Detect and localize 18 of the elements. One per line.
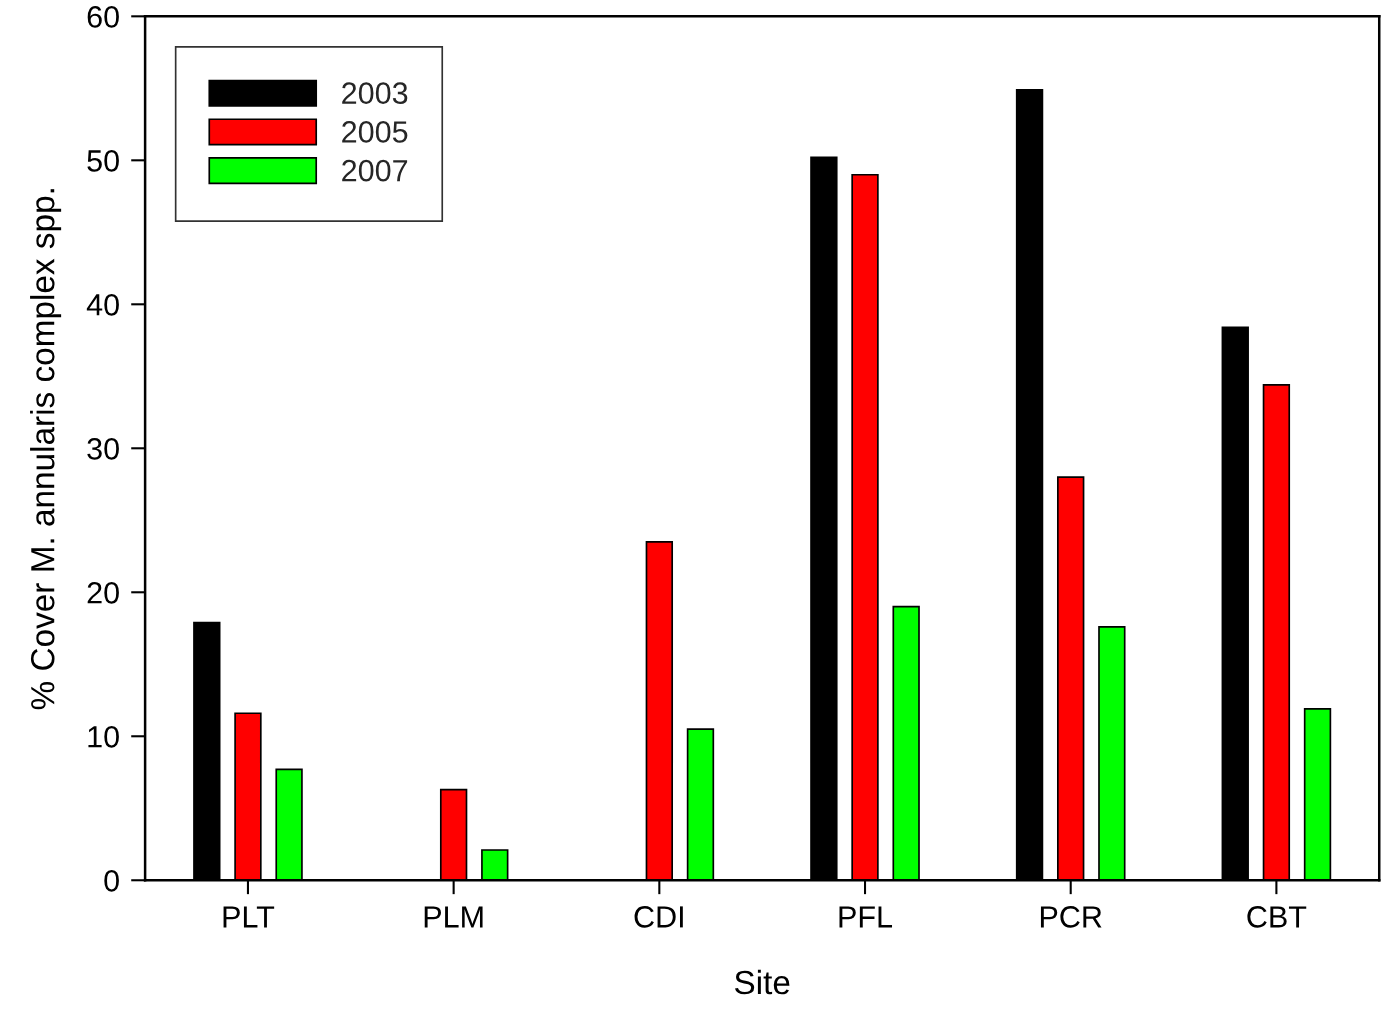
x-tick-label: PLT [223, 906, 275, 928]
legend-label: 2003 [342, 82, 408, 105]
y-tick-label: 50 [87, 150, 119, 172]
y-tick-label: 60 [87, 6, 119, 28]
y-tick-label: 30 [87, 438, 119, 460]
y-tick-label: 20 [87, 582, 119, 604]
legend-label: 2007 [342, 159, 408, 182]
legend-label: 2005 [342, 121, 408, 143]
y-tick-label: 10 [88, 726, 119, 748]
y-tick-label: 0 [104, 870, 119, 892]
x-tick-label: CBT [1247, 906, 1307, 928]
x-tick-label: PFL [839, 906, 893, 928]
x-tick-label: PCR [1040, 906, 1102, 928]
y-tick-label: 40 [86, 294, 119, 316]
x-tick-label: CDI [634, 906, 683, 928]
x-tick-label: PLM [424, 906, 483, 928]
y-axis-title: % Cover M. annularis complex spp. [30, 189, 62, 710]
x-axis-title: Site [734, 969, 790, 995]
